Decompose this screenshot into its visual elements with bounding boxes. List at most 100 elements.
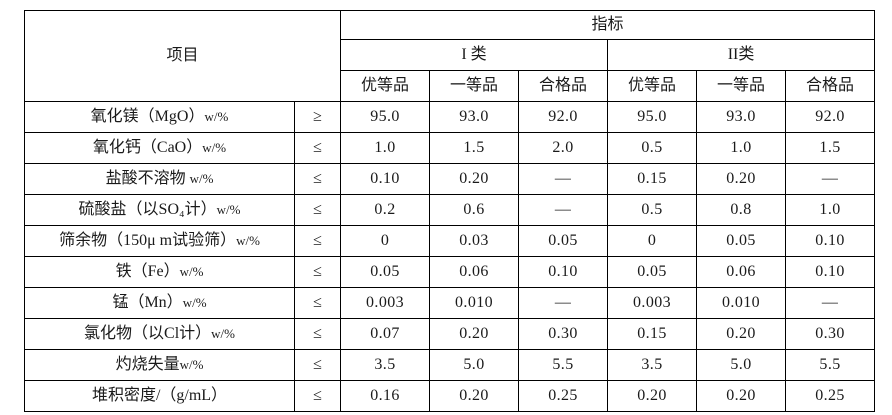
- value-cell: 1.0: [785, 194, 876, 226]
- row-label-text: 氯化物（以Cl计）: [84, 324, 212, 342]
- table-row: 氯化物（以Cl计）w/% ≤0.07 0.20 0.30 0.15 0.20 0.30: [24, 318, 876, 350]
- value-cell: —: [785, 287, 876, 319]
- value-cell: 0.8: [696, 194, 787, 226]
- value-cell: 0.06: [696, 256, 787, 288]
- value-cell: 95.0: [340, 101, 431, 133]
- row-label-unit: w/%: [179, 356, 204, 372]
- row-comparison-symbol: ≤: [293, 256, 342, 288]
- row-label-unit: w/%: [236, 232, 260, 248]
- value-cell: 0.10: [785, 225, 876, 257]
- value-cell: 92.0: [785, 101, 876, 133]
- value-cell: 0.5: [607, 132, 698, 164]
- value-cell: 1.5: [785, 132, 876, 164]
- header-row-groups: I 类 II类: [25, 39, 876, 71]
- value-cell: 1.5: [429, 132, 520, 164]
- value-cell: 0.6: [429, 194, 520, 226]
- header-row-grades: 优等品 一等品 合格品 优等品 一等品 合格品: [25, 70, 876, 102]
- value-cell: 0.5: [607, 194, 698, 226]
- row-label: 盐酸不溶物 w/%: [24, 163, 295, 195]
- row-label-unit: w/%: [216, 201, 241, 217]
- value-cell: 5.0: [696, 349, 787, 381]
- value-cell: 1.0: [340, 132, 431, 164]
- table-row: 氧化镁（MgO）w/% ≥95.0 93.0 92.0 95.0 93.0 92.0: [24, 101, 876, 133]
- grade-header-1: 优等品: [340, 70, 431, 102]
- row-label-text: 盐酸不溶物: [105, 169, 190, 187]
- table-header: 项目 指标 I 类 II类 优等品 一等品 合格品 优等品 一等品 合格品: [23, 10, 876, 102]
- value-cell: —: [518, 194, 609, 226]
- value-cell: 0.03: [429, 225, 520, 257]
- row-comparison-symbol: ≤: [293, 194, 342, 226]
- row-label-text: 氧化镁（MgO）: [90, 107, 205, 125]
- value-cell: 0: [607, 225, 698, 257]
- value-cell: 5.0: [429, 349, 520, 381]
- value-cell: 3.5: [340, 349, 431, 381]
- row-label-unit: w/%: [189, 170, 214, 186]
- value-cell: 0.20: [607, 380, 698, 412]
- value-cell: 0.05: [696, 225, 787, 257]
- index-column-header: 指标: [340, 10, 876, 40]
- value-cell: 92.0: [518, 101, 609, 133]
- table-row: 灼烧失量w/% ≤3.5 5.0 5.5 3.5 5.0 5.5: [24, 349, 876, 381]
- value-cell: 0.30: [785, 318, 876, 350]
- row-comparison-symbol: ≤: [293, 318, 342, 350]
- value-cell: 0.20: [429, 318, 520, 350]
- value-cell: 0.15: [607, 163, 698, 195]
- value-cell: 5.5: [518, 349, 609, 381]
- value-cell: 0.05: [340, 256, 431, 288]
- value-cell: 0.10: [785, 256, 876, 288]
- value-cell: —: [518, 287, 609, 319]
- table-row: 筛余物（150μ m试验筛）w/% ≤0 0.03 0.05 0 0.05 0.10: [24, 225, 876, 257]
- value-cell: 0.2: [340, 194, 431, 226]
- value-cell: —: [518, 163, 609, 195]
- row-label-unit: w/%: [179, 263, 204, 279]
- row-label-unit: w/%: [204, 108, 229, 124]
- row-label-unit: w/%: [211, 325, 235, 341]
- item-column-header: 项目: [23, 10, 342, 102]
- table-row: 堆积密度/（g/mL） ≤0.16 0.20 0.25 0.20 0.20 0.25: [24, 380, 876, 412]
- value-cell: 0.20: [696, 318, 787, 350]
- table-row: 氧化钙（CaO）w/% ≤1.0 1.5 2.0 0.5 1.0 1.5: [24, 132, 876, 164]
- row-label-text: 氧化钙（CaO）: [92, 138, 203, 156]
- value-cell: 93.0: [696, 101, 787, 133]
- value-cell: 0.25: [518, 380, 609, 412]
- value-cell: 0.16: [340, 380, 431, 412]
- grade-header-5: 一等品: [696, 70, 787, 102]
- table-row: 盐酸不溶物 w/% ≤0.10 0.20—0.15 0.20—: [24, 163, 876, 195]
- row-label: 筛余物（150μ m试验筛）w/%: [24, 225, 295, 257]
- value-cell: 0.10: [340, 163, 431, 195]
- table-row: 锰（Mn）w/% ≤0.003 0.010—0.003 0.010—: [24, 287, 876, 319]
- specification-table: 项目 指标 I 类 II类 优等品 一等品 合格品 优等品 一等品 合格品 氧化…: [23, 10, 876, 412]
- row-comparison-symbol: ≥: [293, 101, 342, 133]
- row-label: 灼烧失量w/%: [24, 349, 295, 381]
- value-cell: 0.05: [607, 256, 698, 288]
- header-row-index: 项目 指标: [23, 10, 876, 102]
- table-body: 氧化镁（MgO）w/% ≥95.0 93.0 92.0 95.0 93.0 92.0 氧化钙（…: [24, 101, 876, 412]
- value-cell: 0: [340, 225, 431, 257]
- table-row: 硫酸盐（以SO₄计）w/% ≤0.2 0.6—0.5 0.8 1.0: [24, 194, 876, 226]
- row-label-text: 锰（Mn）: [112, 293, 183, 311]
- value-cell: 2.0: [518, 132, 609, 164]
- value-cell: 0.010: [696, 287, 787, 319]
- value-cell: 95.0: [607, 101, 698, 133]
- value-cell: 0.10: [518, 256, 609, 288]
- row-label-text: 灼烧失量: [115, 355, 180, 373]
- grade-header-3: 合格品: [518, 70, 609, 102]
- row-comparison-symbol: ≤: [293, 380, 342, 412]
- row-comparison-symbol: ≤: [293, 225, 342, 257]
- row-label-unit: w/%: [182, 294, 207, 310]
- grade-header-4: 优等品: [607, 70, 698, 102]
- value-cell: 0.30: [518, 318, 609, 350]
- value-cell: 3.5: [607, 349, 698, 381]
- row-label: 硫酸盐（以SO₄计）w/%: [24, 194, 295, 226]
- group-header-class-2: II类: [607, 39, 876, 71]
- value-cell: 0.20: [696, 163, 787, 195]
- value-cell: 0.003: [340, 287, 431, 319]
- row-label-text: 堆积密度/（g/mL）: [91, 386, 228, 404]
- row-label-text: 铁（Fe）: [115, 262, 180, 280]
- row-label: 氧化镁（MgO）w/%: [24, 101, 295, 133]
- row-label-text: 硫酸盐（以SO₄计）: [78, 200, 217, 218]
- row-label: 氧化钙（CaO）w/%: [24, 132, 295, 164]
- row-comparison-symbol: ≤: [293, 287, 342, 319]
- group-header-class-1: I 类: [340, 39, 609, 71]
- row-label-unit: w/%: [202, 139, 227, 155]
